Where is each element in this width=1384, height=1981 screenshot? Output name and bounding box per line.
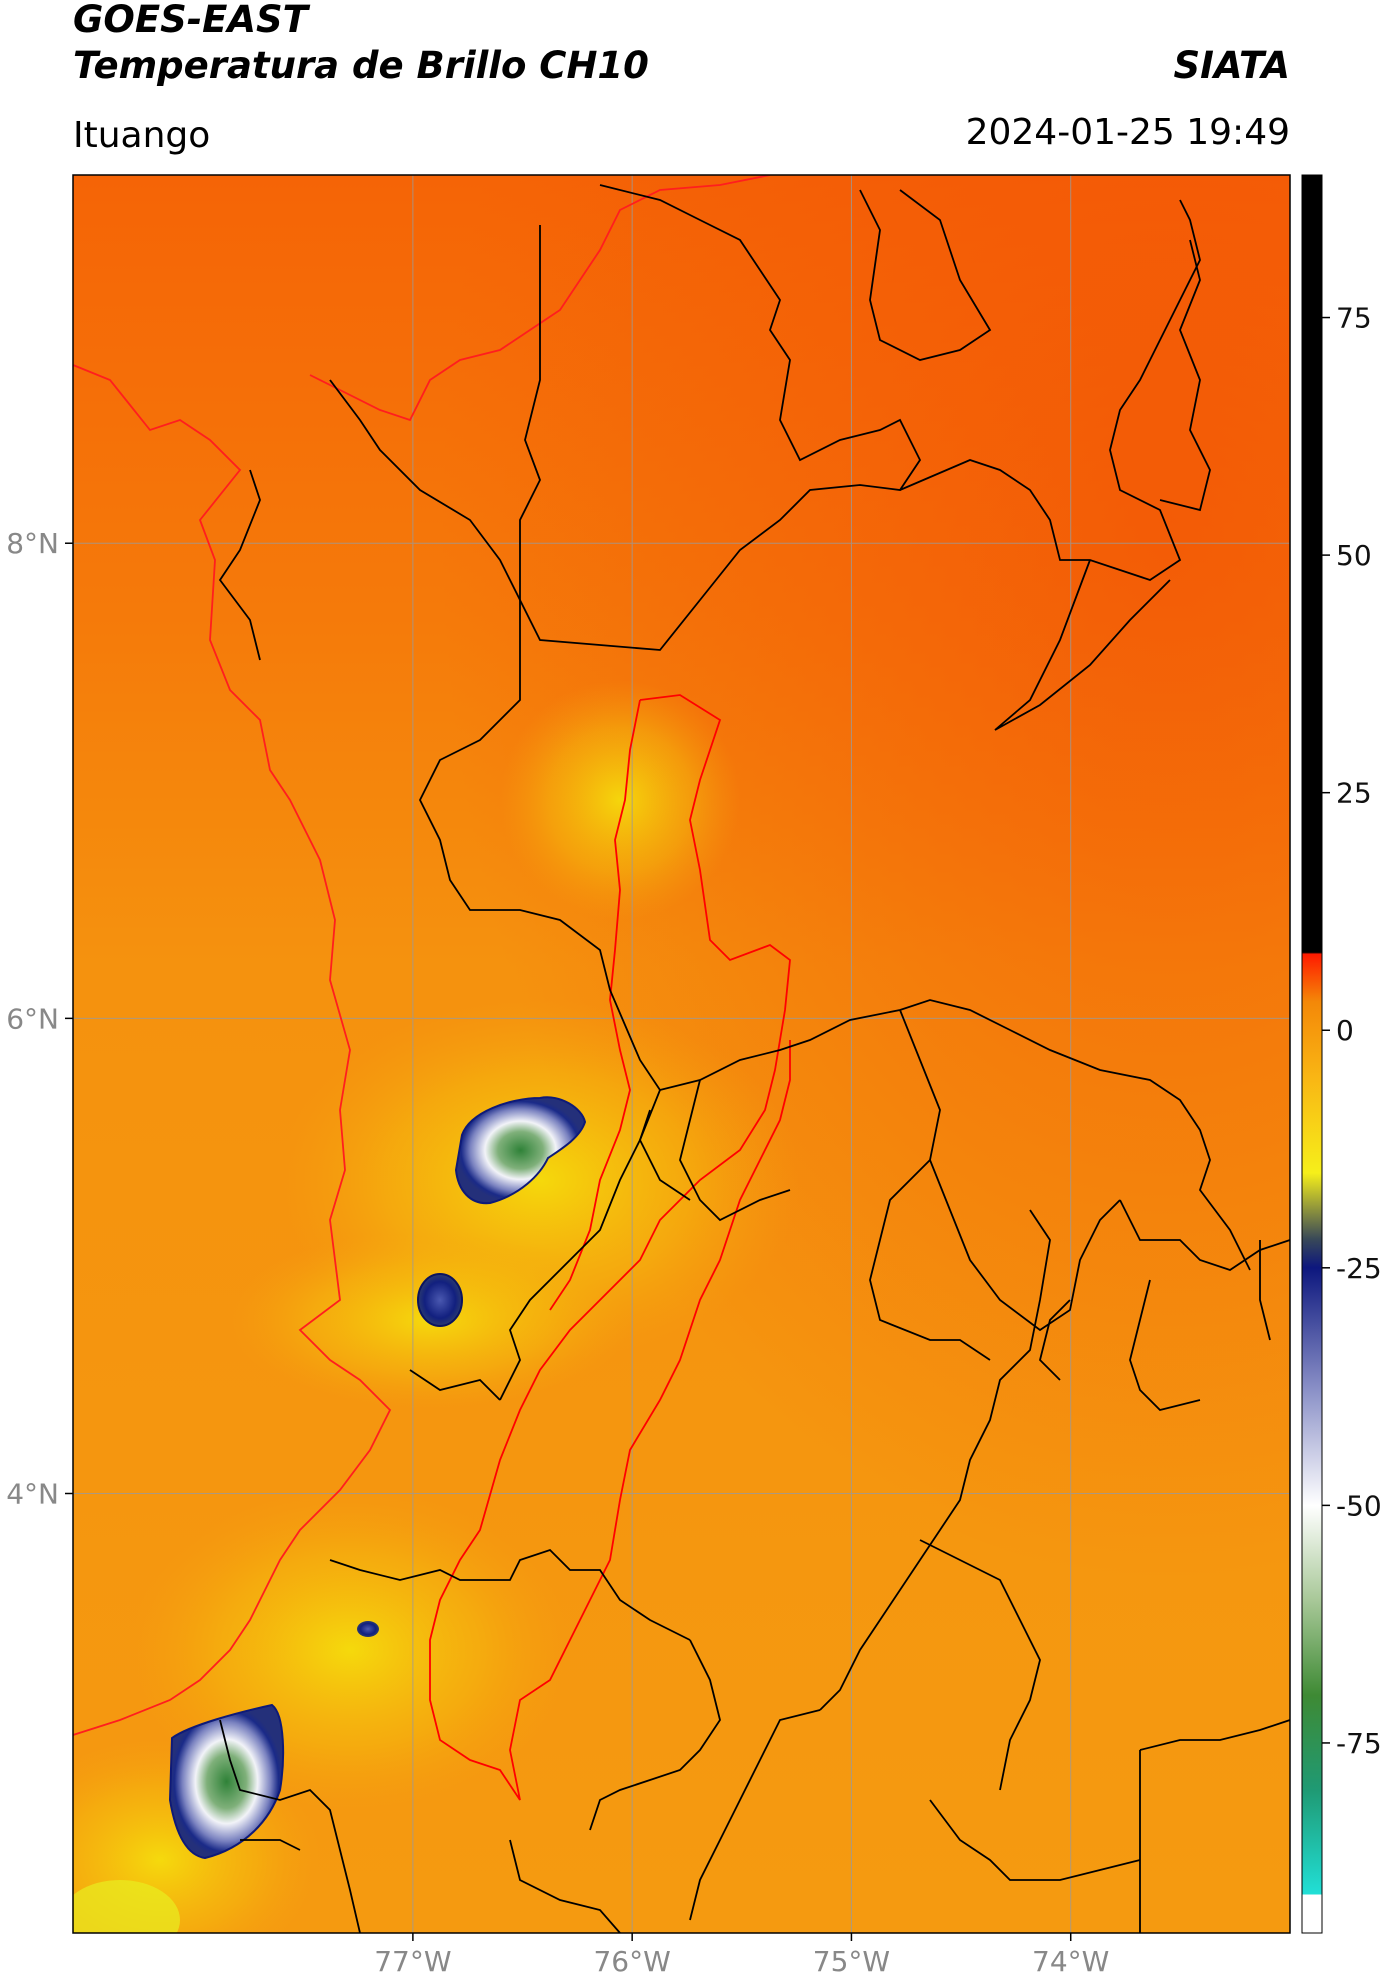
lat-tick-label: 8°N [6, 527, 59, 560]
basin-border-west [429, 694, 791, 1801]
map-title-satellite: GOES-EAST [73, 0, 308, 41]
map-frame [72, 174, 1291, 1934]
colorbar-tick-label: -75 [1336, 1727, 1382, 1760]
lat-tick-label: 6°N [6, 1002, 59, 1035]
colorbar-tick-label: -25 [1336, 1252, 1382, 1285]
map-title-product: Temperatura de Brillo CH10 [73, 44, 649, 87]
colorbar [1301, 174, 1323, 1934]
cold-cloud-top-3 [357, 1621, 379, 1637]
lat-tick-label: 4°N [6, 1478, 59, 1511]
colorbar-tick-label: 25 [1336, 777, 1372, 810]
lon-tick-label: 75°W [813, 1945, 890, 1978]
cold-cloud-top-1 [454, 1096, 587, 1205]
longitude-tick-labels: 77°W 76°W 75°W 74°W [374, 1933, 1109, 1978]
brightness-temperature-field [73, 175, 1290, 1933]
coastline [73, 364, 392, 1736]
latitude-tick-labels: 8°N 6°N 4°N [6, 527, 73, 1511]
basin-border-east [549, 699, 641, 1311]
lon-tick-label: 74°W [1032, 1945, 1109, 1978]
colorbar-tick-label: -50 [1336, 1489, 1382, 1522]
brand-label: SIATA [1173, 44, 1290, 87]
colorbar-tick-labels: 75 50 25 0 -25 -50 -75 [1322, 302, 1382, 1760]
colorbar-tick-label: 50 [1336, 539, 1372, 572]
colorbar-tick-label: 0 [1336, 1014, 1354, 1047]
coastline-north [309, 175, 771, 422]
graticule [73, 175, 1290, 1933]
datetime-label: 2024-01-25 19:49 [965, 112, 1290, 153]
cold-cloud-top-2 [417, 1273, 463, 1327]
colorbar-tick-label: 75 [1336, 302, 1372, 335]
lon-tick-label: 77°W [374, 1945, 451, 1978]
cold-cloud-top-4 [168, 1703, 285, 1860]
admin-borders [218, 184, 1290, 1933]
region-label: Ituango [73, 115, 211, 156]
lon-tick-label: 76°W [593, 1945, 670, 1978]
borders [73, 175, 1290, 1933]
